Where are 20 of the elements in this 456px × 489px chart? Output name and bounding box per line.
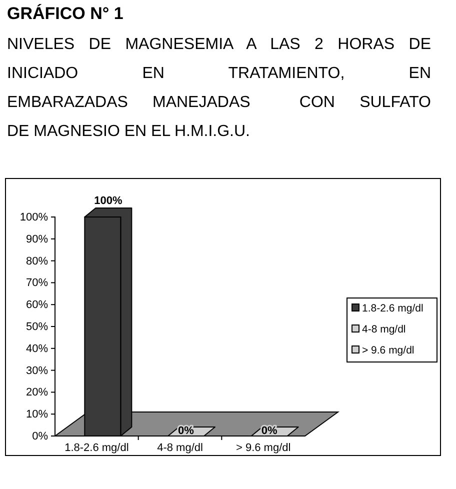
y-tick-label: 40% (26, 342, 48, 355)
x-tick-label: 4-8 mg/dl (157, 442, 203, 454)
y-tick-label: 100% (20, 212, 48, 224)
legend-label: > 9.6 mg/dl (362, 344, 414, 356)
chart-subtitle: NIVELES DE MAGNESEMIA A LAS 2 HORAS DE INICIADO EN TRATAMIENTO, EN EMBARAZADAS MANEJADAS CON SULFATO DE MAGNESIO EN EL H.M.I.G.U. (7, 35, 431, 142)
legend-label: 1.8-2.6 mg/dl (362, 302, 424, 314)
y-tick-label: 30% (26, 364, 48, 377)
y-tick-label: 10% (26, 408, 48, 421)
y-tick-label: 70% (26, 277, 48, 290)
data-label: 100% (94, 195, 122, 207)
chart-title: GRÁFICO N° 1 (7, 4, 124, 24)
y-tick-label: 80% (26, 255, 48, 268)
y-tick-label: 50% (26, 321, 48, 334)
y-tick-label: 90% (26, 233, 48, 246)
y-tick-label: 20% (26, 386, 48, 399)
x-tick-label: > 9.6 mg/dl (236, 442, 291, 454)
y-tick-label: 0% (32, 430, 48, 443)
x-tick-label: 1.8-2.6 mg/dl (64, 442, 129, 454)
y-tick-label: 60% (26, 299, 48, 312)
legend-label: 4-8 mg/dl (362, 324, 406, 336)
